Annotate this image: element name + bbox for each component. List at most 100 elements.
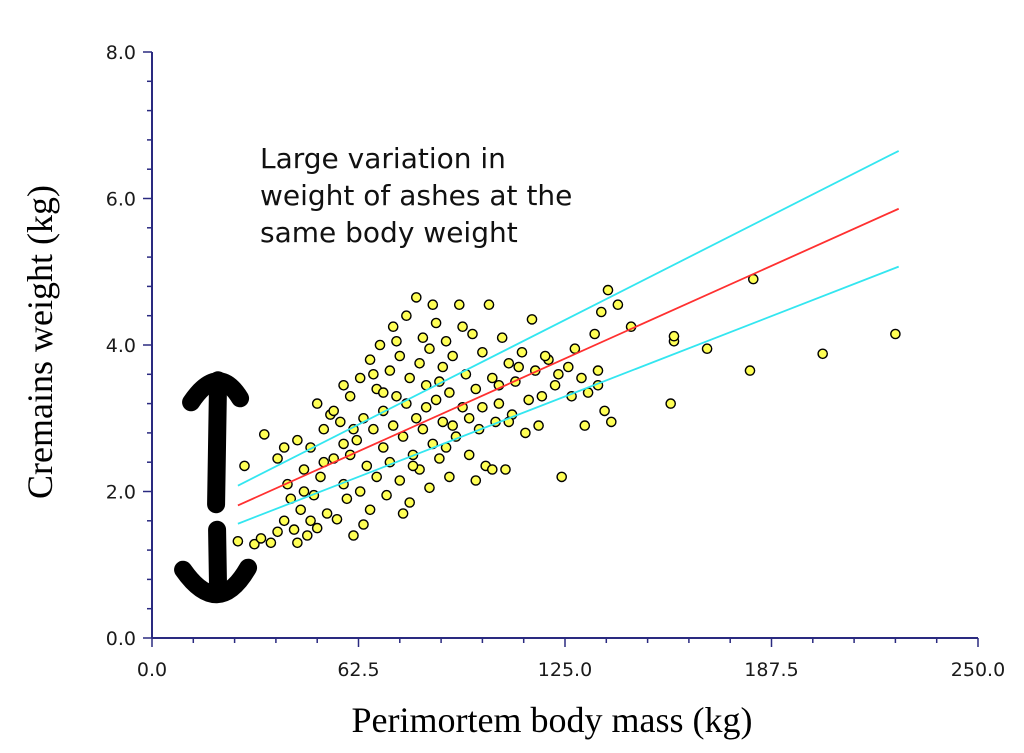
data-point <box>533 420 544 431</box>
data-point <box>311 522 323 534</box>
data-point <box>563 361 574 373</box>
confidence-lower-line <box>237 265 900 525</box>
data-point <box>278 442 290 453</box>
data-point <box>292 537 303 549</box>
data-point <box>348 530 359 541</box>
data-point <box>470 383 482 395</box>
data-point <box>321 508 333 519</box>
data-point <box>391 335 402 347</box>
data-point <box>239 460 250 472</box>
data-point <box>338 438 349 450</box>
data-point <box>430 317 442 329</box>
data-point <box>817 348 829 360</box>
data-point <box>298 464 310 475</box>
data-point <box>358 519 369 530</box>
data-point <box>232 536 244 547</box>
y-axis-title: Cremains weight (kg) <box>20 185 60 499</box>
data-point <box>407 460 419 472</box>
data-point <box>301 530 313 541</box>
data-point <box>553 368 564 380</box>
data-point <box>486 372 498 384</box>
data-point <box>437 416 449 428</box>
x-tick-label: 0.0 <box>137 659 167 681</box>
data-point <box>315 471 326 483</box>
data-point <box>424 343 435 355</box>
annotation-line-2: weight of ashes at the <box>260 179 573 212</box>
data-point <box>292 434 303 446</box>
data-point <box>351 434 363 446</box>
data-point <box>444 471 455 483</box>
data-point <box>401 310 412 322</box>
data-point <box>272 526 283 538</box>
data-point <box>311 398 323 409</box>
data-point <box>589 328 601 340</box>
data-point <box>417 423 429 435</box>
data-point <box>377 387 389 398</box>
data-point <box>387 420 399 431</box>
data-point <box>486 464 498 475</box>
data-point <box>341 493 353 505</box>
data-point <box>387 321 399 333</box>
variation-arrow <box>174 371 258 604</box>
data-point <box>404 372 416 384</box>
y-tick-label: 0.0 <box>106 628 136 650</box>
data-point <box>354 486 366 497</box>
y-tick-label: 4.0 <box>106 335 136 357</box>
data-point <box>526 314 538 325</box>
data-point <box>596 306 607 318</box>
data-point <box>440 335 452 347</box>
data-point <box>265 537 277 549</box>
data-point <box>592 365 604 376</box>
data-point <box>444 387 455 398</box>
data-point <box>298 486 310 497</box>
data-point <box>520 427 531 439</box>
data-point <box>457 321 468 333</box>
data-point <box>493 398 505 409</box>
data-point <box>331 514 343 525</box>
data-point <box>377 442 389 453</box>
data-point <box>249 538 260 550</box>
arrow-lower-head <box>174 558 258 604</box>
data-point <box>477 401 488 413</box>
data-point <box>539 350 551 362</box>
data-point <box>602 284 614 296</box>
data-point <box>391 390 402 402</box>
data-point <box>606 416 617 428</box>
data-point <box>410 412 422 424</box>
data-point <box>437 361 449 373</box>
data-point <box>556 471 568 483</box>
data-point <box>467 328 478 340</box>
data-point <box>328 405 340 417</box>
data-point <box>579 420 591 431</box>
data-point <box>305 515 316 527</box>
axes: 0.0 2.0 4.0 6.0 8.0 0.0 62.5 125.0 187.5 250.0 <box>106 42 1005 681</box>
data-point <box>361 460 373 472</box>
data-point <box>424 482 435 494</box>
data-point <box>744 365 756 376</box>
data-point <box>371 471 383 483</box>
data-point <box>354 372 366 384</box>
data-point <box>417 332 429 344</box>
y-tick-label: 8.0 <box>106 42 136 64</box>
data-point <box>295 504 307 516</box>
data-point <box>338 379 349 391</box>
data-point <box>381 489 392 501</box>
data-point <box>384 365 396 376</box>
data-point <box>477 346 488 358</box>
x-tick-label: 125.0 <box>538 659 592 681</box>
data-point <box>496 332 508 344</box>
annotation-line-3: same body weight <box>260 216 518 249</box>
data-point <box>470 475 482 486</box>
confidence-upper-line <box>237 150 900 487</box>
x-tick-label: 62.5 <box>337 659 379 681</box>
data-point <box>278 515 290 527</box>
data-point <box>255 533 267 544</box>
variation-annotation: Large variation in weight of ashes at th… <box>260 140 680 251</box>
data-point <box>394 350 406 362</box>
data-point <box>404 497 416 508</box>
data-point <box>318 423 330 435</box>
arrow-lower-shaft <box>208 520 228 599</box>
data-point <box>334 416 346 428</box>
data-point <box>701 343 713 355</box>
data-point <box>612 299 624 311</box>
